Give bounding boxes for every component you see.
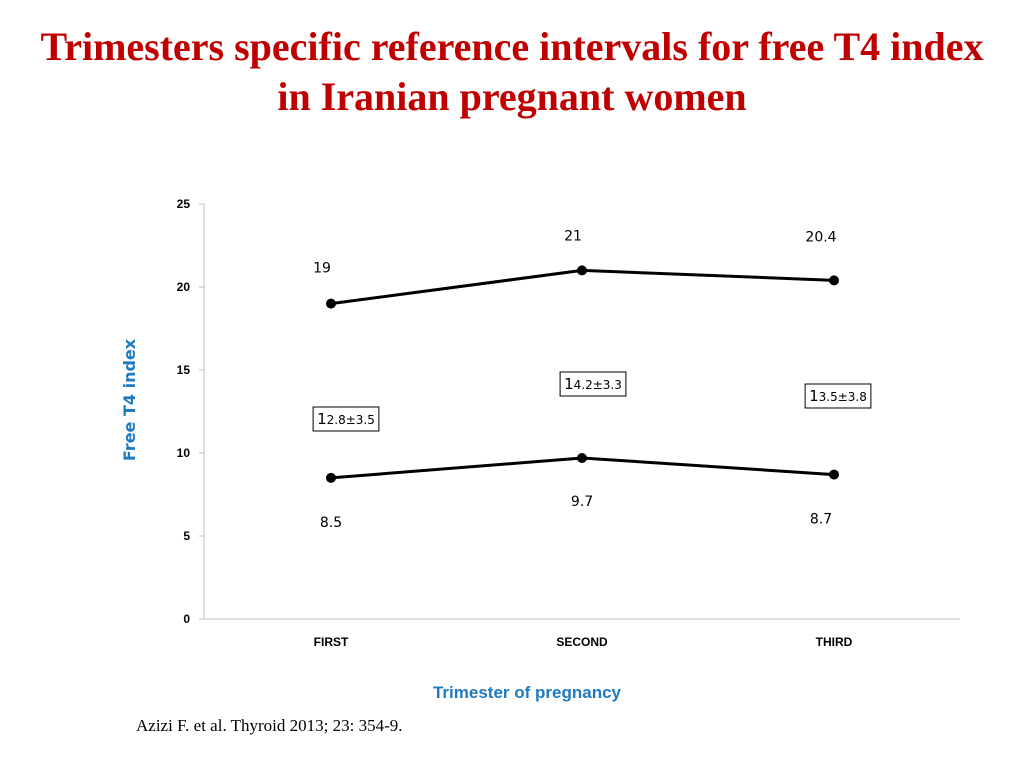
y-tick-label: 10 (177, 446, 191, 460)
data-label: 19 (313, 261, 331, 277)
data-point (577, 265, 587, 276)
annotation-box (804, 383, 872, 409)
annotation-rest: 2.8±3.5 (327, 413, 375, 427)
mean-sd-annotation: 14.2±3.3 (564, 375, 622, 393)
y-tick-label: 25 (177, 197, 191, 211)
mean-sd-annotation: 13.5±3.8 (809, 387, 867, 405)
y-tick-label: 20 (177, 280, 191, 294)
x-tick-label: FIRST (314, 635, 349, 649)
slide-title: Trimesters specific reference intervals … (40, 24, 984, 119)
y-tick-label: 15 (177, 363, 191, 377)
x-axis-title: Trimester of pregnancy (433, 683, 622, 702)
y-tick-label: 0 (183, 612, 190, 626)
citation: Azizi F. et al. Thyroid 2013; 23: 354-9. (136, 716, 403, 735)
data-label: 8.5 (320, 515, 342, 531)
data-label: 21 (564, 228, 582, 244)
x-tick-label: SECOND (556, 635, 608, 649)
y-axis-title: Free T4 index (120, 338, 139, 461)
data-point (326, 472, 336, 483)
series-line (330, 268, 835, 306)
annotation-rest: 4.2±3.3 (574, 378, 622, 392)
y-tick-label: 5 (183, 529, 190, 543)
data-point (326, 298, 336, 309)
x-tick-label: THIRD (816, 635, 853, 649)
annotation-lead: 1 (317, 410, 327, 428)
annotation-lead: 1 (809, 387, 819, 405)
data-point (577, 452, 587, 463)
mean-sd-annotation: 12.8±3.5 (317, 410, 375, 428)
data-point (829, 275, 839, 286)
annotation-box (559, 371, 627, 397)
data-point (829, 469, 839, 480)
data-label: 8.7 (810, 512, 832, 528)
annotation-box (312, 406, 380, 432)
annotation-lead: 1 (564, 375, 574, 393)
annotation-rest: 3.5±3.8 (819, 390, 867, 404)
data-label: 20.4 (805, 229, 836, 245)
data-label: 9.7 (571, 494, 593, 510)
